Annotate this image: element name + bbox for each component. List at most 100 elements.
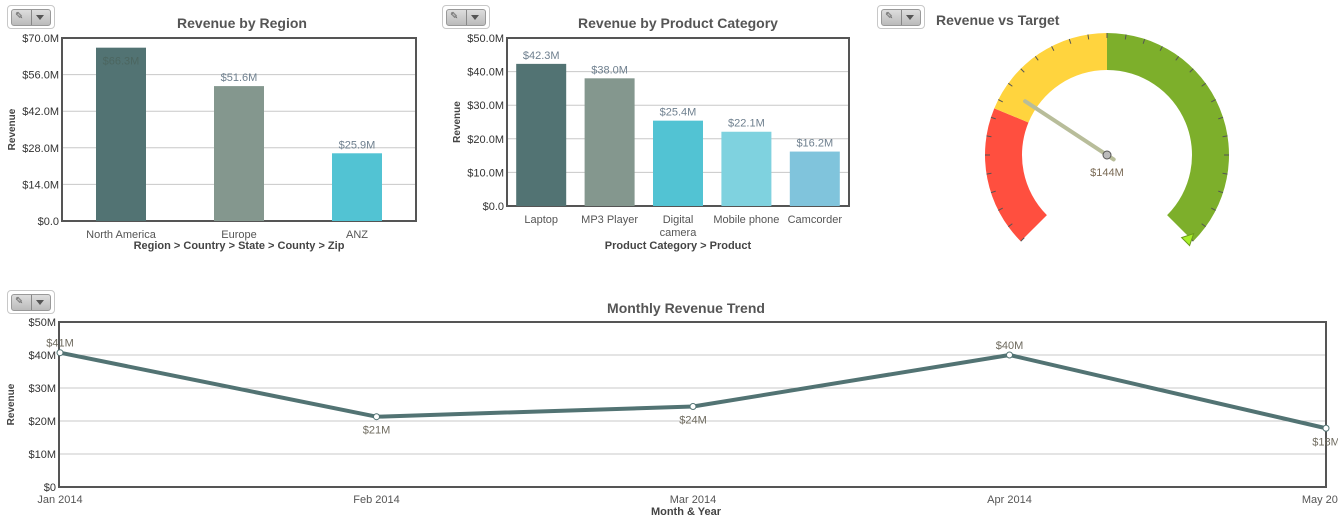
- x-tick-label: North America: [86, 229, 157, 241]
- y-tick-label: $20M: [28, 416, 56, 428]
- gauge-tick: [986, 135, 992, 138]
- chart-title: Revenue by Product Category: [578, 15, 778, 31]
- x-axis-title: Month & Year: [651, 506, 722, 518]
- x-tick-label: Laptop: [524, 214, 558, 226]
- chart-title: Revenue by Region: [177, 15, 307, 31]
- gauge-tick: [1189, 68, 1194, 73]
- chart-toolbar-gauge[interactable]: ✎: [877, 5, 925, 29]
- x-tick-label: Jan 2014: [37, 494, 82, 506]
- dropdown-arrow-icon[interactable]: [906, 15, 914, 20]
- gauge-tick: [1034, 56, 1039, 61]
- x-tick-label: Europe: [221, 229, 256, 241]
- data-label: $42.3M: [523, 50, 560, 62]
- gauge-tick: [1020, 237, 1025, 242]
- gauge-tick: [1201, 223, 1206, 228]
- data-label: $40M: [996, 340, 1024, 352]
- pencil-icon[interactable]: ✎: [450, 11, 459, 22]
- gauge-tick: [1008, 223, 1013, 228]
- x-axis-title: Product Category > Product: [605, 240, 752, 252]
- gauge-pivot: [1102, 150, 1112, 160]
- gauge-tick: [1175, 56, 1180, 61]
- gauge-tick: [1218, 190, 1224, 194]
- y-tick-label: $40.0M: [467, 67, 504, 79]
- gauge-tick: [1159, 46, 1163, 51]
- y-tick-label: $0.0: [38, 216, 59, 228]
- pencil-icon[interactable]: ✎: [885, 11, 894, 22]
- y-tick-label: $10M: [28, 449, 56, 461]
- bar: [214, 86, 264, 221]
- gauge-band-red: [984, 108, 1047, 242]
- y-axis-title: Revenue: [452, 101, 463, 143]
- x-tick-label: Feb 2014: [353, 494, 399, 506]
- dropdown-arrow-icon[interactable]: [471, 15, 479, 20]
- dropdown-arrow-icon[interactable]: [36, 15, 44, 20]
- data-label: $16.2M: [796, 138, 833, 150]
- gauge-tick: [1218, 116, 1224, 120]
- data-label: $51.6M: [221, 72, 258, 84]
- y-tick-label: $28.0M: [22, 143, 59, 155]
- y-tick-label: $30M: [28, 383, 56, 395]
- y-axis-title: Revenue: [6, 383, 17, 425]
- data-label: $25.4M: [660, 107, 697, 119]
- y-tick-label: $14.0M: [22, 179, 59, 191]
- x-tick-label: MP3 Player: [581, 214, 638, 226]
- y-tick-label: $10.0M: [467, 167, 504, 179]
- y-tick-label: $0.0: [483, 201, 504, 213]
- y-tick-label: $30.0M: [467, 100, 504, 112]
- bar: [789, 151, 840, 206]
- pencil-icon[interactable]: ✎: [15, 11, 24, 22]
- gauge-tick: [1020, 68, 1025, 73]
- data-label: $21M: [363, 425, 391, 437]
- gauge-tick: [1051, 46, 1055, 51]
- gauge-tick: [1201, 82, 1206, 87]
- gauge-tick: [1211, 207, 1216, 211]
- x-tick-label: May 2014: [1302, 494, 1338, 506]
- y-tick-label: $20.0M: [467, 134, 504, 146]
- chart-toolbar-region[interactable]: ✎: [7, 5, 55, 29]
- y-tick-label: $0: [44, 482, 56, 494]
- gauge-band-green: [1107, 33, 1229, 242]
- x-tick-label: Digital camera: [660, 214, 698, 239]
- gauge-tick: [1142, 38, 1146, 44]
- chart-title: Revenue vs Target: [936, 12, 1060, 28]
- chart-toolbar-trend[interactable]: ✎: [7, 290, 55, 314]
- data-point: [373, 413, 380, 421]
- data-label: $41M: [46, 338, 74, 350]
- chart-toolbar-product[interactable]: ✎: [442, 5, 490, 29]
- y-tick-label: $50.0M: [467, 33, 504, 45]
- y-tick-label: $70.0M: [22, 33, 59, 45]
- gauge-tick: [998, 99, 1003, 103]
- gauge-tick: [998, 207, 1003, 211]
- data-label: $24M: [679, 414, 707, 426]
- x-tick-label: Mobile phone: [713, 214, 779, 226]
- gauge-tick: [986, 172, 992, 175]
- x-tick-label: Mar 2014: [670, 494, 716, 506]
- gauge-tick: [1124, 34, 1127, 40]
- x-axis-title: Region > Country > State > County > Zip: [134, 240, 345, 252]
- y-tick-label: $42.0M: [22, 106, 59, 118]
- gauge-value-label: $144M: [1090, 167, 1124, 179]
- bar: [516, 63, 567, 206]
- x-tick-label: Camcorder: [788, 214, 843, 226]
- data-point: [1322, 424, 1330, 432]
- dropdown-arrow-icon[interactable]: [36, 300, 44, 305]
- data-label: $18M: [1312, 436, 1338, 448]
- data-point: [1006, 351, 1013, 359]
- gauge-tick: [1222, 135, 1228, 138]
- bar: [96, 47, 146, 222]
- gauge-tick: [1222, 172, 1228, 175]
- target-marker: [1180, 232, 1195, 247]
- data-label: $25.9M: [339, 139, 376, 151]
- y-axis-title: Revenue: [7, 108, 18, 150]
- data-label: $66.3M: [103, 56, 140, 68]
- bar: [653, 120, 703, 206]
- gauge-band-yellow: [994, 33, 1107, 123]
- gauge-tick: [1008, 82, 1013, 87]
- bar: [721, 131, 772, 206]
- y-tick-label: $56.0M: [22, 70, 59, 82]
- y-tick-label: $50M: [28, 317, 56, 329]
- pencil-icon[interactable]: ✎: [15, 296, 24, 307]
- data-label: $38.0M: [591, 64, 628, 76]
- gauge-tick: [990, 116, 996, 120]
